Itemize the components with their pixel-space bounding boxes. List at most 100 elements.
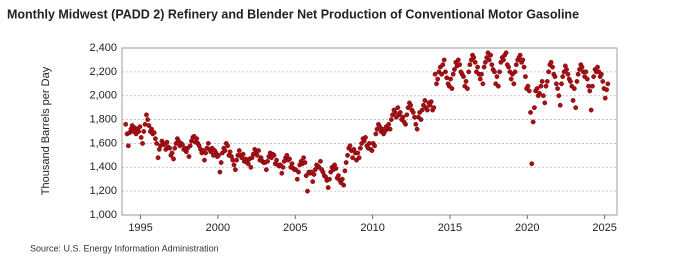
data-point <box>154 141 160 146</box>
data-point <box>449 86 455 91</box>
data-point <box>172 145 178 151</box>
data-point <box>339 176 345 182</box>
data-point <box>123 121 129 127</box>
data-point <box>312 167 318 173</box>
data-point <box>343 160 349 165</box>
data-point <box>327 176 332 182</box>
data-point <box>301 155 307 161</box>
data-point <box>600 79 606 84</box>
data-point <box>434 81 439 87</box>
x-tick-label: 2010 <box>360 222 384 234</box>
data-point <box>302 160 308 165</box>
data-point <box>137 124 143 130</box>
data-point <box>145 117 151 122</box>
data-point <box>284 152 290 158</box>
y-tick-label: 1,000 <box>89 209 117 221</box>
data-point <box>488 52 494 58</box>
data-point <box>303 173 309 179</box>
data-point <box>265 158 270 164</box>
data-point <box>517 52 523 58</box>
data-point <box>256 148 261 153</box>
data-point <box>305 188 310 194</box>
data-point <box>486 57 492 63</box>
data-point <box>155 155 161 161</box>
data-point <box>408 102 414 108</box>
data-point <box>568 79 573 84</box>
data-point <box>428 99 434 105</box>
x-tick-label: 2000 <box>206 222 230 234</box>
data-point <box>369 148 375 153</box>
data-point <box>363 135 368 140</box>
data-point <box>355 150 361 156</box>
data-point <box>424 107 430 113</box>
data-point <box>216 152 221 158</box>
data-point <box>136 129 142 134</box>
data-point <box>271 152 277 158</box>
data-point <box>222 148 228 153</box>
data-point <box>471 55 477 60</box>
data-point <box>217 169 223 175</box>
data-point <box>450 71 456 77</box>
x-tick-label: 1995 <box>128 222 152 234</box>
data-point <box>400 114 406 120</box>
data-point <box>503 50 509 56</box>
data-point <box>534 86 540 91</box>
data-point <box>140 141 145 146</box>
y-tick-label: 2,200 <box>89 66 117 78</box>
x-tick-label: 2020 <box>515 222 539 234</box>
data-point <box>227 149 233 155</box>
data-point <box>440 62 446 68</box>
x-tick-label: 2005 <box>283 222 307 234</box>
data-point <box>604 87 610 93</box>
x-tick-label: 2015 <box>438 222 462 234</box>
data-point <box>203 150 209 156</box>
data-point <box>171 156 176 162</box>
data-point <box>234 157 240 163</box>
data-point <box>539 79 545 84</box>
data-point <box>528 110 533 115</box>
data-point <box>443 69 448 75</box>
data-point <box>236 148 242 153</box>
data-point <box>373 131 379 137</box>
data-point <box>506 64 511 70</box>
data-point <box>151 130 157 136</box>
data-point <box>419 107 425 113</box>
data-point <box>463 79 469 84</box>
data-point <box>574 79 580 84</box>
data-point <box>494 74 500 80</box>
data-point <box>180 142 185 148</box>
data-point <box>579 64 585 70</box>
data-point <box>540 93 546 99</box>
data-point <box>508 76 514 82</box>
data-point <box>457 62 463 68</box>
data-point <box>583 69 589 75</box>
data-point <box>280 164 286 170</box>
data-point <box>149 126 154 132</box>
data-point <box>146 123 152 128</box>
data-point <box>553 81 559 87</box>
data-point <box>141 129 147 134</box>
data-point <box>559 81 564 87</box>
data-point <box>513 62 519 68</box>
data-point <box>595 64 600 70</box>
source-note: Source: U.S. Energy Information Administ… <box>30 243 219 253</box>
data-point <box>587 88 593 94</box>
data-point <box>186 154 192 159</box>
data-point <box>169 150 175 156</box>
data-point <box>125 143 131 149</box>
data-point <box>538 83 544 89</box>
data-point <box>495 83 501 89</box>
data-point <box>356 155 362 161</box>
data-point <box>537 90 542 96</box>
data-point <box>410 110 416 115</box>
data-point <box>187 143 193 149</box>
data-point <box>248 164 254 170</box>
plot-frame <box>121 47 618 216</box>
data-point <box>452 67 457 72</box>
data-point <box>318 158 323 164</box>
data-point <box>550 64 555 70</box>
data-point <box>274 157 279 163</box>
data-point <box>287 156 292 162</box>
data-point <box>602 95 608 101</box>
